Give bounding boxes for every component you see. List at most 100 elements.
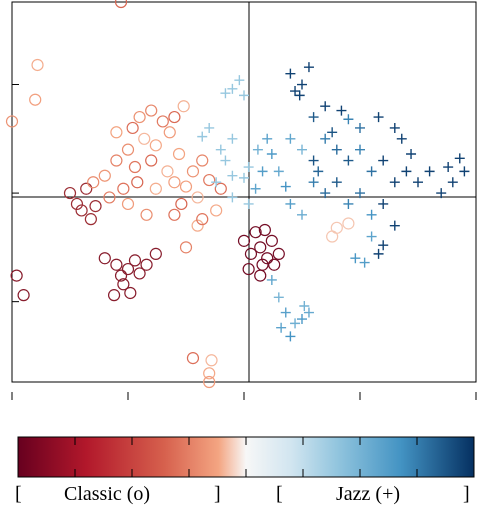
- classic-point: [249, 226, 262, 239]
- classic-point: [172, 147, 186, 161]
- classic-point: [124, 286, 137, 300]
- jazz-point: [285, 331, 296, 342]
- classic-point: [138, 132, 151, 145]
- classic-point: [63, 186, 77, 200]
- jazz-point: [343, 114, 354, 125]
- classic-point: [121, 197, 135, 211]
- classic-point: [133, 267, 146, 280]
- y-axis-ticks: [12, 84, 19, 303]
- jazz-point: [313, 166, 324, 177]
- jazz-point: [413, 177, 423, 188]
- jazz-point: [227, 133, 238, 144]
- classic-point: [149, 247, 162, 260]
- classic-point: [203, 173, 216, 187]
- jazz-point: [366, 231, 377, 242]
- classic-point: [179, 180, 193, 193]
- jazz-point: [373, 112, 384, 123]
- jazz-point: [320, 101, 331, 112]
- classic-point: [29, 93, 42, 106]
- jazz-point: [303, 307, 314, 318]
- classic-point: [17, 289, 30, 302]
- jazz-point: [285, 68, 296, 79]
- classic-point: [98, 252, 111, 265]
- classic-point: [140, 258, 153, 271]
- classic-point: [140, 208, 153, 221]
- jazz-point: [355, 188, 365, 199]
- jazz-point: [303, 62, 314, 73]
- jazz-point: [343, 155, 354, 166]
- classic-point: [326, 230, 339, 243]
- classic-point: [133, 110, 146, 124]
- classic-point: [258, 223, 271, 237]
- classic-point: [128, 254, 142, 267]
- classic-point: [244, 247, 258, 260]
- jazz-point: [373, 248, 384, 259]
- jazz-point: [280, 307, 291, 318]
- jazz-points: [197, 62, 470, 342]
- jazz-point: [239, 172, 249, 183]
- classic-point: [149, 182, 162, 195]
- jazz-point: [297, 79, 307, 90]
- jazz-point: [406, 149, 417, 159]
- classic-point: [186, 165, 200, 178]
- jazz-point: [211, 177, 222, 188]
- colorbar-bracket-classic-open: [: [15, 483, 22, 505]
- plot-frame: [11, 1, 477, 383]
- jazz-point: [227, 170, 238, 181]
- jazz-point: [215, 144, 226, 155]
- classic-point: [186, 352, 200, 365]
- classic-point: [75, 204, 88, 217]
- jazz-point: [250, 183, 261, 194]
- jazz-point: [355, 122, 365, 133]
- classic-point: [70, 197, 84, 211]
- jazz-point: [320, 188, 331, 199]
- jazz-point: [280, 181, 291, 192]
- colorbar-ticks: [74, 437, 418, 477]
- classic-point: [265, 234, 278, 247]
- jazz-point: [276, 322, 287, 333]
- classic-point: [107, 289, 121, 302]
- classic-point: [84, 213, 97, 226]
- classic-point: [214, 182, 227, 195]
- classic-point: [261, 252, 274, 265]
- classic-point: [89, 200, 102, 213]
- jazz-point: [234, 75, 245, 86]
- classic-point: [110, 126, 123, 139]
- classic-point: [203, 375, 216, 389]
- jazz-point: [389, 220, 400, 231]
- jazz-point: [262, 133, 273, 144]
- colorbar-bracket-classic-close: ]: [214, 483, 221, 505]
- classic-point: [254, 269, 267, 282]
- jazz-point: [294, 90, 305, 101]
- classic-point: [145, 104, 158, 117]
- jazz-point: [355, 144, 365, 155]
- classic-point: [254, 241, 267, 254]
- jazz-point: [204, 122, 215, 133]
- classic-point: [242, 262, 255, 276]
- jazz-point: [350, 253, 361, 264]
- jazz-point: [327, 127, 338, 138]
- classic-point: [128, 160, 142, 174]
- classic-point: [114, 0, 128, 9]
- jazz-point: [359, 257, 370, 268]
- jazz-point: [239, 90, 249, 101]
- jazz-point: [290, 86, 301, 97]
- jazz-point: [297, 144, 307, 155]
- classic-point: [121, 143, 135, 156]
- jazz-point: [266, 149, 277, 159]
- jazz-point: [220, 88, 231, 99]
- classic-point: [177, 100, 190, 113]
- jazz-point: [343, 198, 354, 209]
- jazz-point: [297, 209, 307, 220]
- colorbar-bracket-jazz-open: [: [276, 483, 283, 505]
- classic-point: [117, 182, 130, 195]
- colorbar-bracket-jazz-close: ]: [463, 483, 470, 505]
- scatter-plot: [5, 0, 477, 400]
- jazz-point: [443, 162, 454, 173]
- classic-point: [168, 110, 181, 124]
- jazz-point: [220, 155, 231, 166]
- classic-point: [205, 354, 218, 367]
- classic-point: [210, 204, 223, 217]
- colorbar-label-classic: Classic (o): [64, 483, 151, 505]
- classic-point: [103, 191, 116, 204]
